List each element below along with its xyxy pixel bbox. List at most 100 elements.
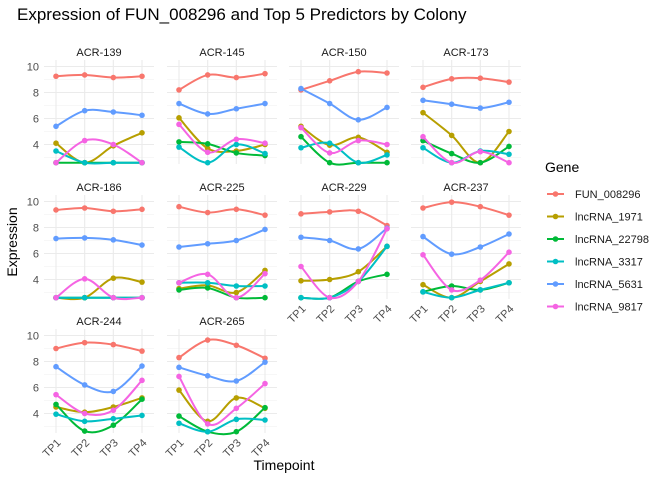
- series-line-lncrna-3317: [300, 141, 388, 164]
- data-point-lncrna-22798: [110, 422, 117, 429]
- x-tick-label: TP3: [221, 437, 244, 460]
- data-point-lncrna-1971: [204, 145, 211, 152]
- data-point-lncrna-1971: [448, 132, 455, 139]
- y-tick-label: 6: [33, 249, 39, 261]
- data-point-fun-008296: [326, 209, 333, 215]
- data-point-lncrna-3317: [420, 144, 426, 151]
- data-point-lncrna-3317: [110, 159, 117, 166]
- data-point-lncrna-9817: [110, 141, 117, 148]
- data-point-lncrna-9817: [326, 150, 333, 156]
- series-line-lncrna-9817: [55, 277, 143, 301]
- data-point-lncrna-1971: [326, 276, 333, 283]
- data-point-lncrna-5631: [53, 235, 59, 242]
- data-point-lncrna-5631: [506, 231, 512, 237]
- legend-key-point: [552, 236, 559, 242]
- data-point-lncrna-5631: [262, 100, 268, 107]
- data-point-lncrna-3317: [298, 144, 304, 151]
- series-line-fun-008296: [422, 76, 510, 89]
- data-point-lncrna-22798: [262, 404, 268, 411]
- data-point-fun-008296: [81, 205, 88, 211]
- series-line-lncrna-5631: [300, 87, 388, 121]
- data-point-lncrna-5631: [506, 99, 512, 106]
- series-line-lncrna-1971: [300, 245, 388, 282]
- data-point-lncrna-22798: [176, 413, 182, 419]
- data-point-lncrna-5631: [110, 237, 117, 243]
- data-point-lncrna-5631: [384, 104, 390, 111]
- x-tick-label: TP2: [69, 437, 92, 460]
- data-point-lncrna-9817: [384, 141, 390, 148]
- data-point-lncrna-3317: [204, 279, 211, 286]
- data-point-lncrna-3317: [477, 287, 484, 293]
- series-line-fun-008296: [55, 73, 143, 79]
- data-point-lncrna-3317: [262, 283, 268, 289]
- facet-panel-acr-237: ACR-237 TP1 TP2 TP3 TP4: [408, 182, 521, 326]
- x-tick-label: TP4: [494, 303, 517, 326]
- data-point-fun-008296: [176, 203, 182, 210]
- data-point-fun-008296: [204, 337, 211, 343]
- series-line-lncrna-5631: [55, 365, 143, 394]
- data-point-lncrna-1971: [420, 109, 426, 116]
- data-point-lncrna-3317: [233, 416, 240, 423]
- x-tick-label: TP4: [127, 437, 150, 460]
- data-point-lncrna-22798: [448, 150, 455, 157]
- legend-entry-fun-008296: FUN_008296: [547, 189, 640, 201]
- y-tick-label: 4: [33, 140, 39, 152]
- x-tick-label: TP2: [192, 437, 215, 460]
- data-point-lncrna-9817: [204, 149, 211, 156]
- facet-label: ACR-139: [76, 47, 121, 59]
- legend-key-point: [552, 303, 559, 310]
- data-point-lncrna-9817: [53, 294, 59, 301]
- chart-title: Expression of FUN_008296 and Top 5 Predi…: [17, 5, 467, 24]
- data-point-lncrna-9817: [448, 287, 455, 293]
- series-line-lncrna-22798: [300, 135, 387, 166]
- y-tick-label: 10: [27, 197, 39, 209]
- series-line-lncrna-5631: [422, 233, 510, 256]
- data-point-lncrna-5631: [477, 105, 484, 111]
- data-point-fun-008296: [326, 78, 333, 84]
- data-point-lncrna-5631: [477, 244, 484, 250]
- x-tick-label: TP3: [98, 437, 121, 460]
- x-tick-label: TP4: [372, 303, 395, 326]
- facet-label: ACR-237: [443, 182, 488, 194]
- data-point-lncrna-22798: [384, 271, 390, 278]
- legend-title: Gene: [545, 159, 579, 175]
- data-point-lncrna-22798: [204, 141, 211, 147]
- series-line-fun-008296: [300, 209, 388, 227]
- y-tick-label: 8: [33, 223, 39, 235]
- data-point-lncrna-5631: [139, 242, 145, 248]
- data-point-fun-008296: [110, 74, 117, 81]
- legend-label: lncRNA_5631: [575, 279, 643, 291]
- data-point-lncrna-5631: [110, 388, 117, 395]
- data-point-lncrna-9817: [477, 277, 484, 283]
- data-point-lncrna-9817: [176, 121, 182, 128]
- facet-label: ACR-150: [321, 47, 366, 59]
- data-point-lncrna-5631: [81, 382, 88, 388]
- series-line-lncrna-22798: [178, 286, 266, 300]
- data-point-lncrna-3317: [204, 428, 211, 435]
- data-point-fun-008296: [139, 348, 145, 354]
- data-point-fun-008296: [448, 76, 455, 82]
- data-point-lncrna-9817: [139, 294, 145, 301]
- data-point-fun-008296: [477, 75, 484, 81]
- data-point-lncrna-9817: [233, 294, 240, 301]
- data-point-lncrna-5631: [262, 226, 268, 233]
- data-point-fun-008296: [176, 87, 182, 93]
- data-point-fun-008296: [355, 208, 362, 215]
- data-point-lncrna-5631: [355, 246, 362, 252]
- x-tick-label: TP1: [286, 303, 309, 326]
- data-point-lncrna-9817: [384, 226, 390, 232]
- data-point-lncrna-9817: [233, 405, 240, 412]
- series-line-lncrna-9817: [422, 135, 510, 164]
- data-point-lncrna-5631: [326, 237, 333, 244]
- data-point-lncrna-5631: [110, 109, 117, 115]
- series-line-lncrna-9817: [300, 126, 388, 155]
- data-point-lncrna-9817: [110, 407, 117, 414]
- facet-panel-acr-150: ACR-150: [289, 47, 399, 166]
- data-point-fun-008296: [448, 199, 455, 205]
- data-point-lncrna-1971: [506, 128, 512, 135]
- data-point-lncrna-3317: [448, 294, 455, 301]
- data-point-lncrna-5631: [233, 378, 240, 384]
- data-point-fun-008296: [139, 73, 145, 80]
- series-line-lncrna-5631: [178, 361, 266, 383]
